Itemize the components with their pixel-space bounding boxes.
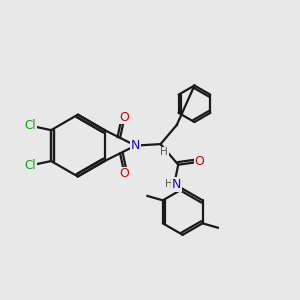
Text: O: O [120, 111, 129, 124]
Text: H: H [160, 147, 168, 158]
Text: N: N [172, 178, 182, 191]
Text: O: O [120, 167, 129, 180]
Text: H: H [165, 179, 172, 190]
Text: Cl: Cl [25, 159, 36, 172]
Text: O: O [194, 155, 204, 168]
Text: Cl: Cl [25, 119, 36, 132]
Text: N: N [131, 139, 140, 152]
